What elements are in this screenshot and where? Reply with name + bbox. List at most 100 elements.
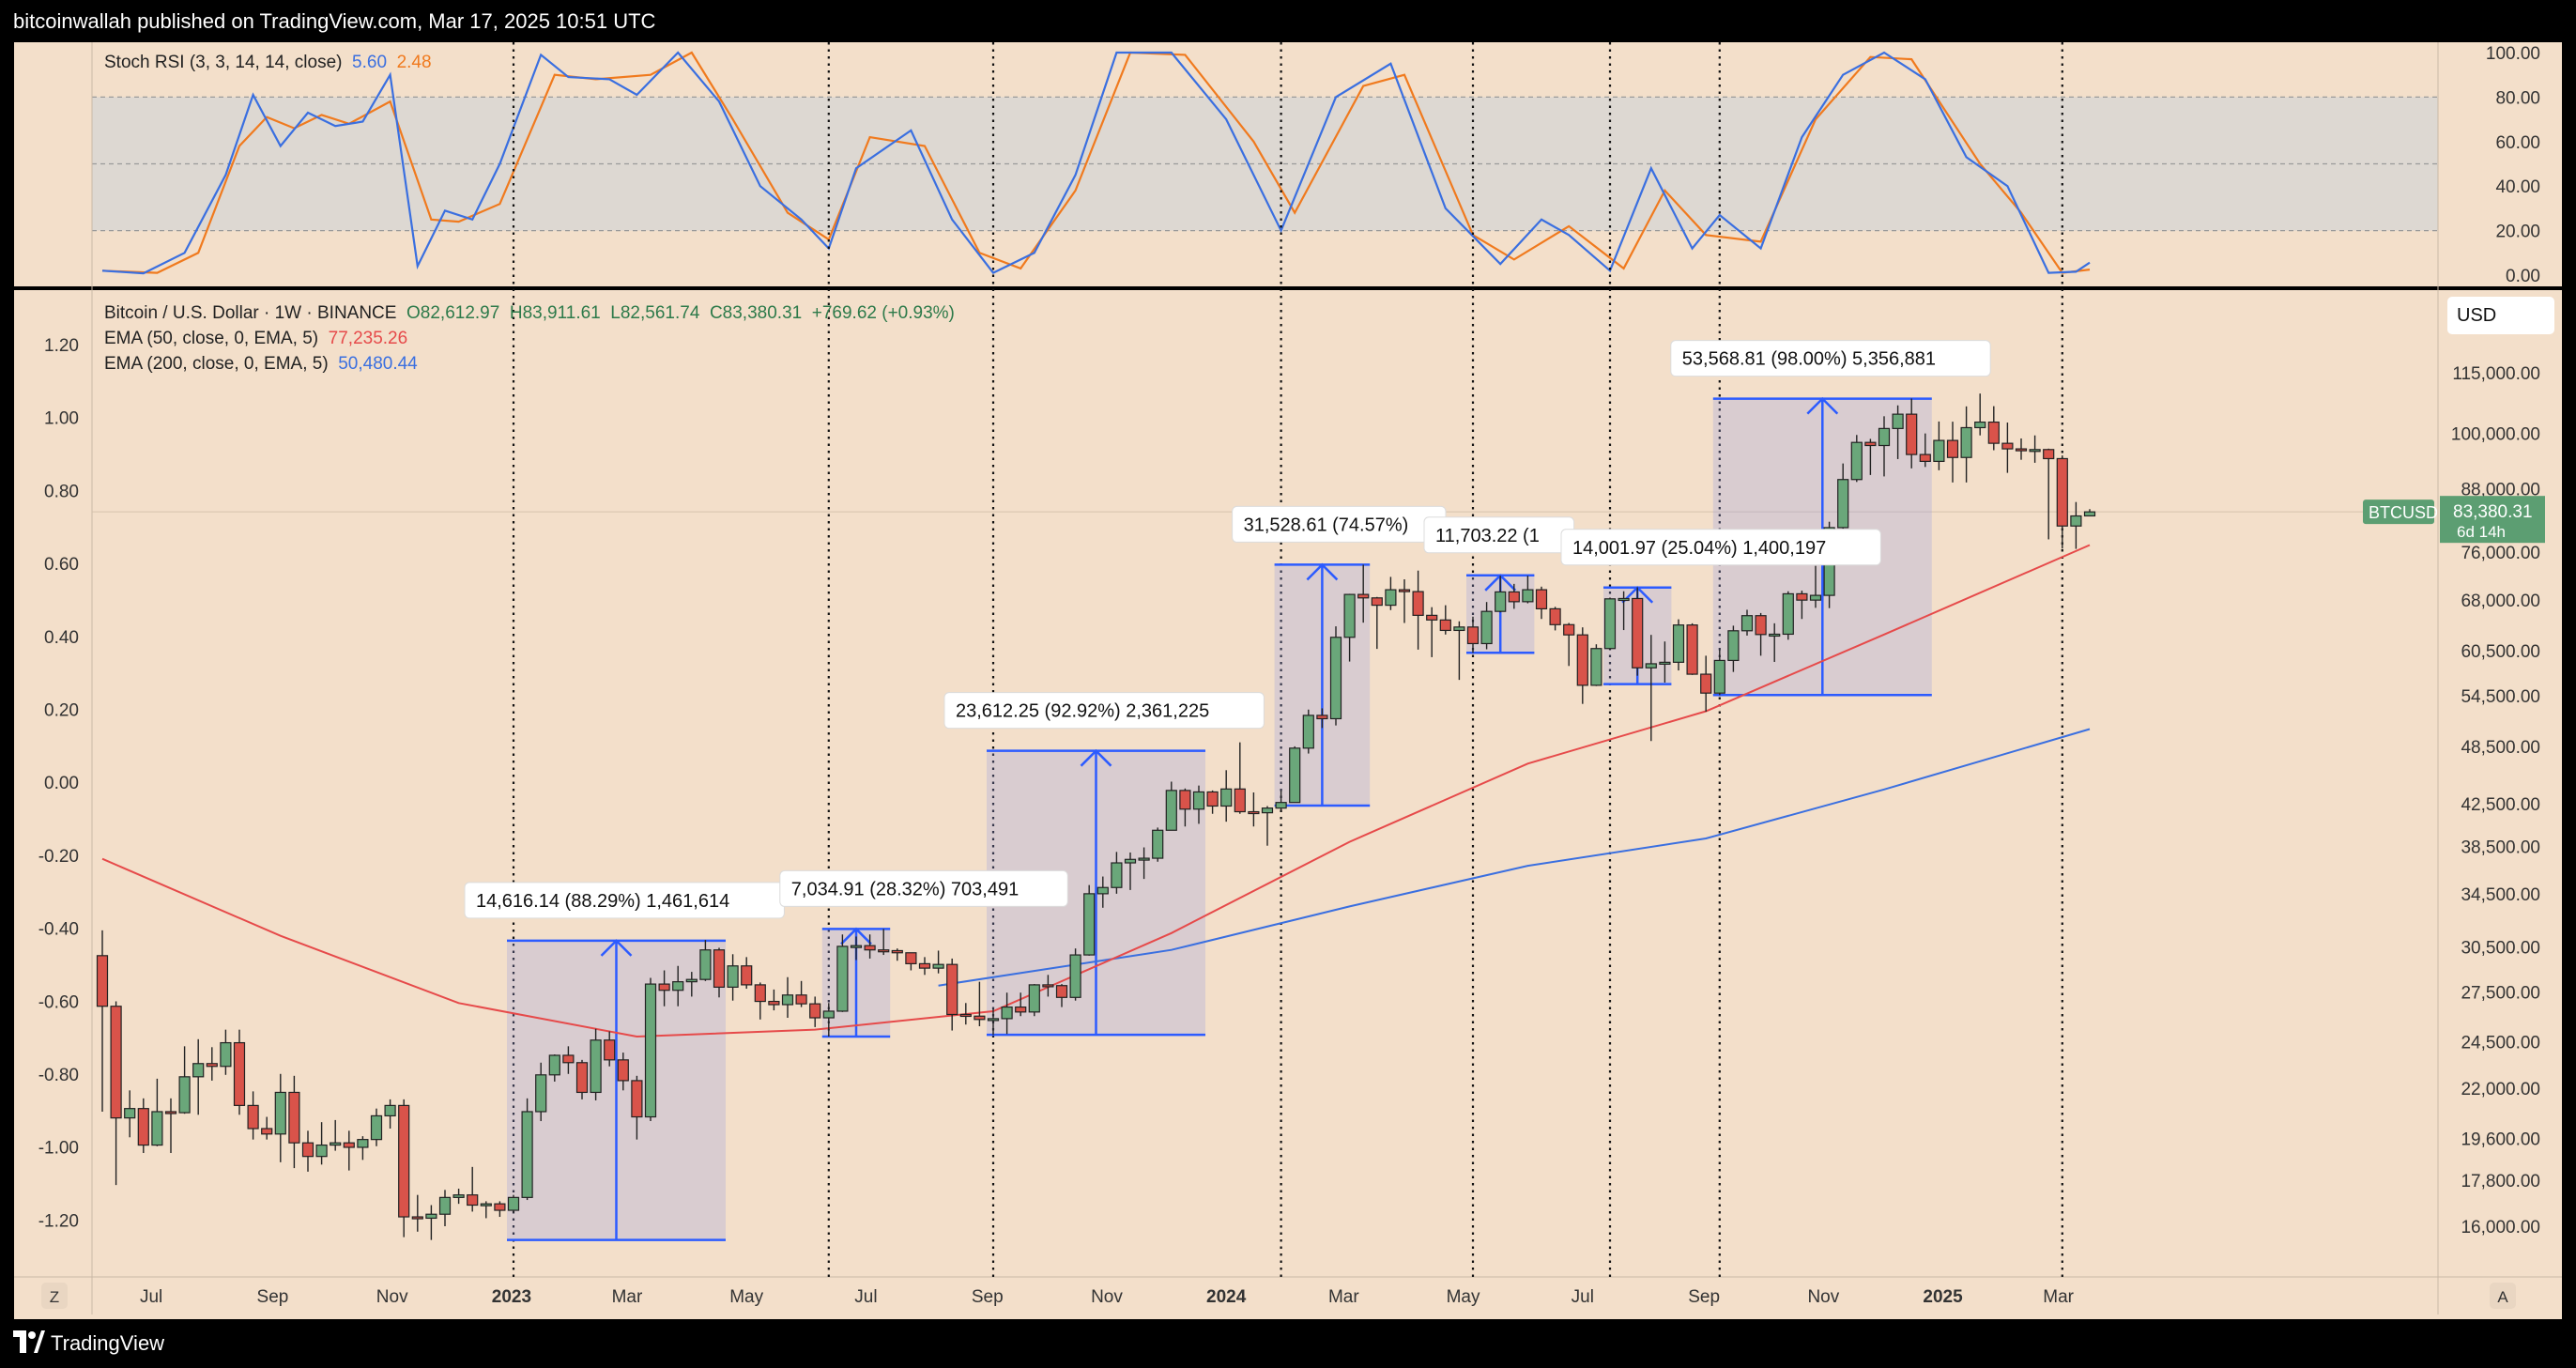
candle-up[interactable] (1124, 858, 1137, 864)
candle-down[interactable] (1179, 790, 1191, 810)
candle-down[interactable] (2056, 457, 2068, 527)
candle-up[interactable] (1453, 626, 1465, 632)
candle-up[interactable] (699, 949, 712, 980)
candle-down[interactable] (959, 1013, 972, 1018)
candle-down[interactable] (1755, 615, 1767, 636)
candle-up[interactable] (685, 978, 698, 983)
candle-down[interactable] (604, 1039, 616, 1061)
candle-up[interactable] (438, 1196, 452, 1215)
candle-down[interactable] (261, 1128, 273, 1135)
candle-down[interactable] (617, 1059, 629, 1082)
candle-up[interactable] (1522, 589, 1534, 603)
candle-down[interactable] (795, 994, 807, 1005)
candle-down[interactable] (1015, 1006, 1027, 1013)
auto-scale-button[interactable] (2490, 1283, 2516, 1309)
candle-up[interactable] (1672, 624, 1685, 663)
candle-down[interactable] (1426, 614, 1438, 621)
candle-down[interactable] (398, 1104, 410, 1218)
candle-down[interactable] (233, 1041, 246, 1106)
candle-up[interactable] (315, 1144, 328, 1158)
candle-down[interactable] (288, 1091, 300, 1144)
candle-down[interactable] (1987, 421, 2000, 444)
candle-up[interactable] (672, 981, 684, 991)
candle-up[interactable] (178, 1076, 191, 1114)
candle-up[interactable] (1933, 439, 1945, 463)
candle-up[interactable] (1138, 857, 1150, 861)
candle-up[interactable] (1329, 637, 1342, 720)
candle-up[interactable] (480, 1203, 492, 1207)
candle-up[interactable] (1713, 659, 1725, 694)
candle-down[interactable] (713, 949, 726, 988)
candle-up[interactable] (192, 1063, 205, 1078)
candle-up[interactable] (2029, 449, 2041, 453)
candle-down[interactable] (754, 984, 766, 1003)
candle-up[interactable] (781, 994, 794, 1006)
candle-down[interactable] (1576, 634, 1588, 686)
candle-down[interactable] (1632, 597, 1644, 669)
candle-down[interactable] (301, 1142, 314, 1158)
candle-up[interactable] (1727, 630, 1740, 662)
candle-down[interactable] (562, 1054, 575, 1064)
candle-up[interactable] (535, 1074, 547, 1113)
candle-up[interactable] (548, 1054, 560, 1076)
candle-up[interactable] (1809, 594, 1822, 601)
candle-down[interactable] (411, 1216, 423, 1220)
candle-down[interactable] (1946, 439, 1959, 458)
candle-down[interactable] (247, 1104, 259, 1130)
candle-down[interactable] (1796, 592, 1808, 601)
candle-up[interactable] (1892, 413, 1904, 429)
candle-up[interactable] (330, 1142, 342, 1146)
candle-down[interactable] (1412, 591, 1424, 616)
candle-up[interactable] (1261, 807, 1274, 814)
candle-down[interactable] (206, 1063, 218, 1068)
candle-up[interactable] (1659, 661, 1671, 665)
candle-down[interactable] (918, 962, 931, 969)
candle-up[interactable] (1590, 648, 1602, 686)
candle-down[interactable] (1206, 791, 1219, 807)
candle-up[interactable] (1837, 479, 1849, 529)
candle-down[interactable] (809, 1003, 821, 1019)
candle-down[interactable] (1549, 607, 1561, 625)
candle-up[interactable] (1289, 747, 1301, 804)
candle-down[interactable] (1042, 984, 1054, 988)
candle-down[interactable] (905, 952, 917, 964)
candle-down[interactable] (467, 1194, 479, 1207)
candle-down[interactable] (1906, 413, 1918, 455)
candle-up[interactable] (836, 945, 849, 1012)
candle-down[interactable] (1371, 597, 1383, 607)
candle-up[interactable] (425, 1213, 437, 1220)
candle-up[interactable] (384, 1104, 396, 1117)
candle-up[interactable] (1769, 633, 1781, 638)
candle-down[interactable] (1466, 626, 1480, 645)
candle-up[interactable] (507, 1196, 520, 1211)
candle-up[interactable] (822, 1010, 835, 1019)
candle-up[interactable] (1069, 954, 1081, 998)
candle-up[interactable] (1111, 862, 1123, 888)
candle-up[interactable] (1782, 592, 1794, 636)
candle-down[interactable] (137, 1108, 149, 1146)
candle-down[interactable] (864, 945, 876, 951)
candle-down[interactable] (2043, 449, 2055, 460)
candle-up[interactable] (1960, 426, 1972, 458)
candle-down[interactable] (1248, 810, 1260, 815)
candle-up[interactable] (1878, 427, 1891, 447)
candle-up[interactable] (1618, 597, 1630, 602)
candle-down[interactable] (658, 983, 670, 991)
candle-up[interactable] (1740, 615, 1754, 632)
candle-down[interactable] (575, 1062, 589, 1094)
candle-down[interactable] (343, 1142, 355, 1148)
candle-up[interactable] (987, 1018, 1000, 1022)
candle-down[interactable] (494, 1203, 506, 1211)
candle-down[interactable] (1508, 591, 1520, 603)
candle-up[interactable] (1603, 598, 1617, 650)
candle-up[interactable] (1096, 886, 1109, 895)
zoom-reset-button[interactable] (41, 1283, 68, 1309)
candle-up[interactable] (274, 1091, 286, 1135)
candle-down[interactable] (1864, 441, 1877, 447)
candle-down[interactable] (1055, 985, 1068, 998)
candle-up[interactable] (644, 983, 657, 1118)
candle-down[interactable] (974, 1015, 986, 1021)
candle-down[interactable] (110, 1006, 122, 1119)
candle-up[interactable] (727, 965, 739, 988)
